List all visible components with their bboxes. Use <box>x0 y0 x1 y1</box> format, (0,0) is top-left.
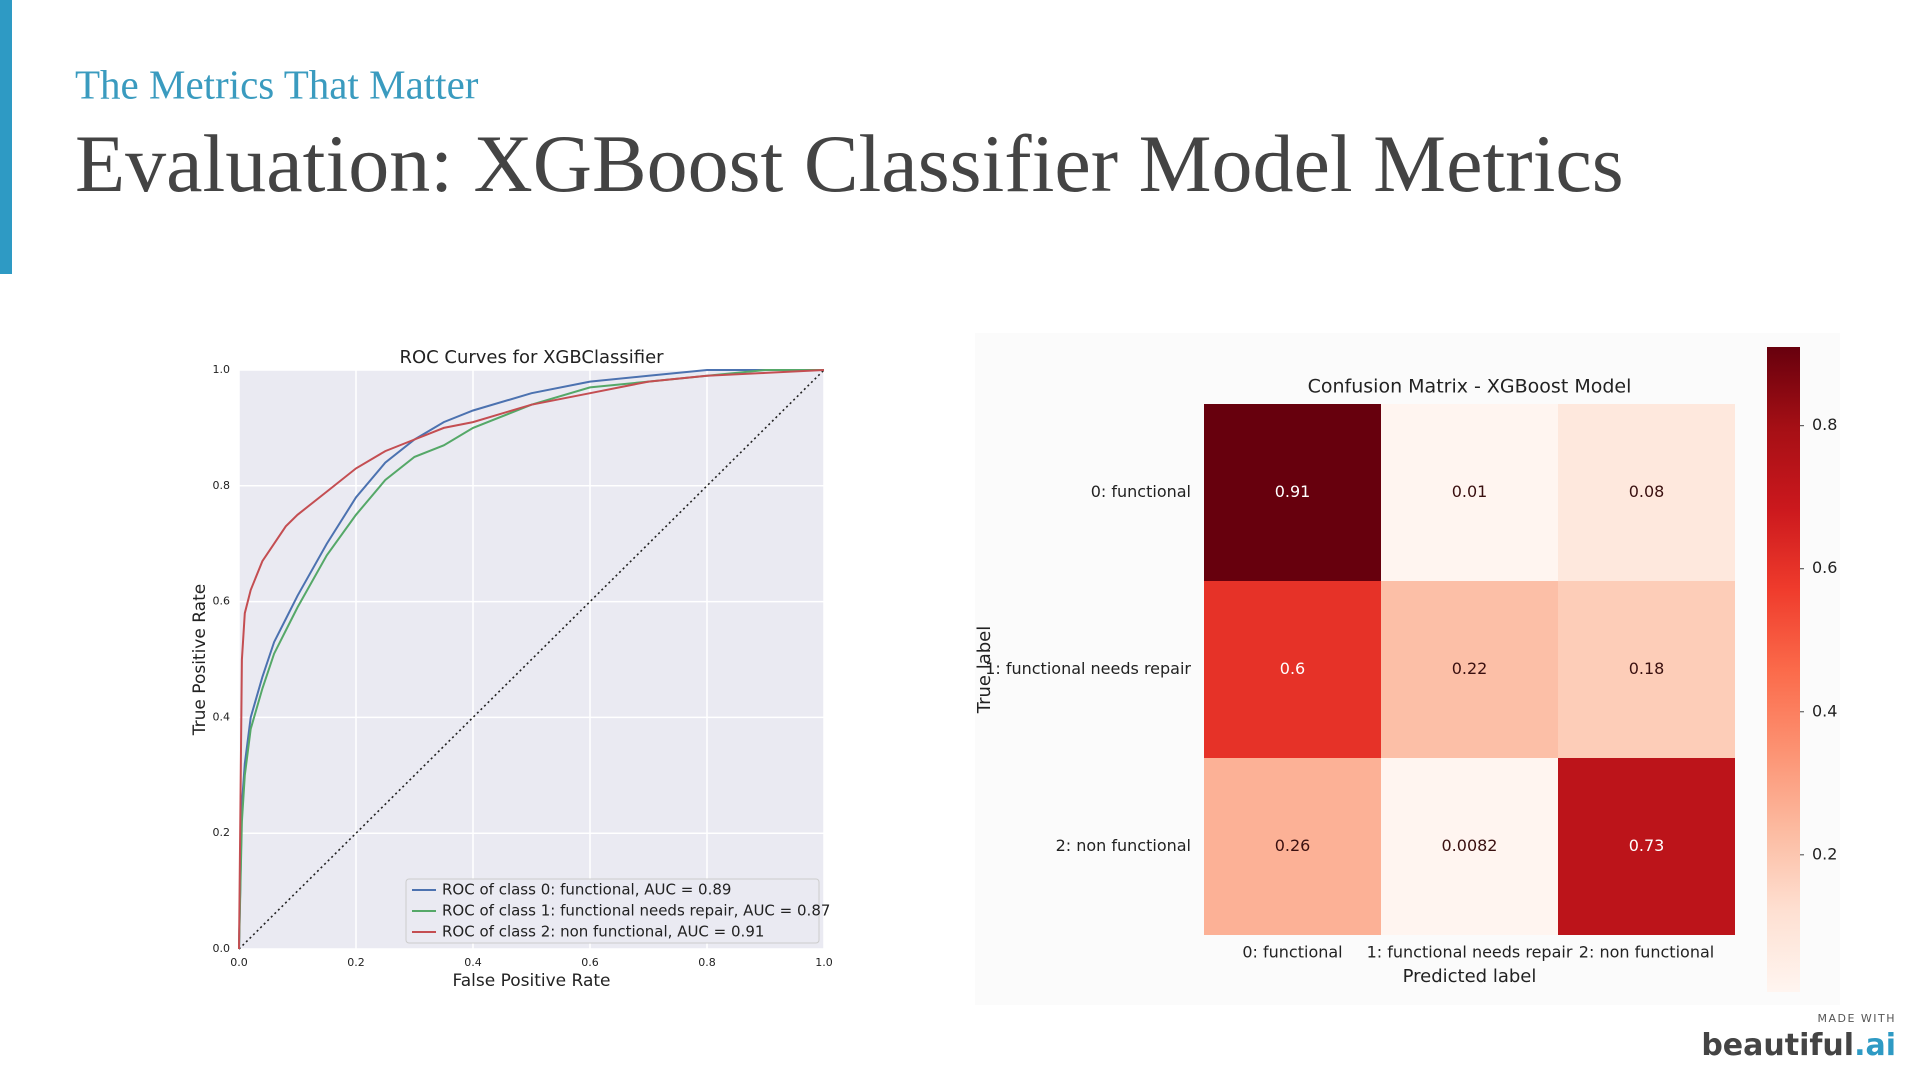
chart-title: Confusion Matrix - XGBoost Model <box>1308 376 1632 398</box>
x-tick-label: 0.2 <box>347 956 365 969</box>
heatmap-cell <box>1381 581 1558 758</box>
cell-value: 0.0082 <box>1442 836 1498 855</box>
x-tick-label: 0: functional <box>1242 943 1342 962</box>
heatmap-cell <box>1558 404 1735 581</box>
cell-value: 0.18 <box>1629 659 1665 678</box>
x-axis-label: Predicted label <box>1403 966 1537 987</box>
slide-title: Evaluation: XGBoost Classifier Model Met… <box>75 118 1624 209</box>
cell-value: 0.73 <box>1629 836 1665 855</box>
heatmap-cell <box>1204 581 1381 758</box>
y-tick-label: 0.4 <box>213 710 231 723</box>
heatmap-cell <box>1204 404 1381 581</box>
x-tick-label: 0.0 <box>230 956 248 969</box>
x-tick-label: 0.6 <box>581 956 599 969</box>
heatmap-cell <box>1381 758 1558 935</box>
legend-label: ROC of class 1: functional needs repair,… <box>442 902 830 920</box>
x-tick-label: 0.8 <box>698 956 716 969</box>
cell-value: 0.22 <box>1452 659 1488 678</box>
brand-suffix: .ai <box>1854 1028 1896 1063</box>
heatmap-cell <box>1558 581 1735 758</box>
roc-curve <box>238 369 825 950</box>
accent-bar <box>0 0 12 274</box>
x-tick-label: 1: functional needs repair <box>1367 943 1573 962</box>
y-tick-label: 1.0 <box>213 363 231 376</box>
chart-title: ROC Curves for XGBClassifier <box>399 347 664 368</box>
cell-value: 0.01 <box>1452 482 1488 501</box>
heatmap-cell <box>1204 758 1381 935</box>
brand-name: beautiful <box>1701 1028 1854 1063</box>
x-tick-label: 0.4 <box>464 956 482 969</box>
cell-value: 0.08 <box>1629 482 1665 501</box>
y-tick-label: 0.6 <box>213 595 231 608</box>
heatmap-cell <box>1558 758 1735 935</box>
heatmap-cell <box>1381 404 1558 581</box>
y-axis-label: True label <box>974 626 995 715</box>
x-tick-label: 2: non functional <box>1579 943 1714 962</box>
y-tick-label: 2: non functional <box>1056 836 1191 855</box>
y-tick-label: 0.2 <box>213 826 231 839</box>
made-with: MADE WITH <box>1817 1012 1896 1025</box>
y-tick-label: 0: functional <box>1091 482 1191 501</box>
x-axis-label: False Positive Rate <box>453 971 611 991</box>
cell-value: 0.6 <box>1280 659 1305 678</box>
y-tick-label: 0.0 <box>213 942 231 955</box>
legend-label: ROC of class 2: non functional, AUC = 0.… <box>442 923 764 941</box>
legend-label: ROC of class 0: functional, AUC = 0.89 <box>442 881 731 899</box>
cell-value: 0.91 <box>1275 482 1311 501</box>
colorbar <box>1767 347 1800 992</box>
charts: ROC Curves for XGBClassifier 0.0 0.2 0.4 0.6… <box>190 333 1840 1005</box>
y-tick-label: 0.8 <box>213 479 231 492</box>
legend-box <box>405 878 820 944</box>
cell-value: 0.26 <box>1275 836 1311 855</box>
colorbar-tick-label: 0.4 <box>1812 701 1837 720</box>
colorbar-tick-label: 0.6 <box>1812 558 1837 577</box>
x-tick-label: 1.0 <box>815 956 833 969</box>
colorbar-tick-label: 0.8 <box>1812 415 1837 434</box>
brand-logo: beautiful.ai <box>1701 1028 1896 1063</box>
legend: ROC of class 0: functional, AUC = 0.89 RO… <box>405 878 830 944</box>
colorbar-tick-label: 0.2 <box>1812 844 1837 863</box>
slide-subtitle: The Metrics That Matter <box>75 61 479 107</box>
chance-line <box>238 369 825 950</box>
roc-curve <box>238 369 824 950</box>
y-tick-label: 1: functional needs repair <box>985 659 1191 678</box>
y-axis-label: True Positive Rate <box>190 584 210 736</box>
